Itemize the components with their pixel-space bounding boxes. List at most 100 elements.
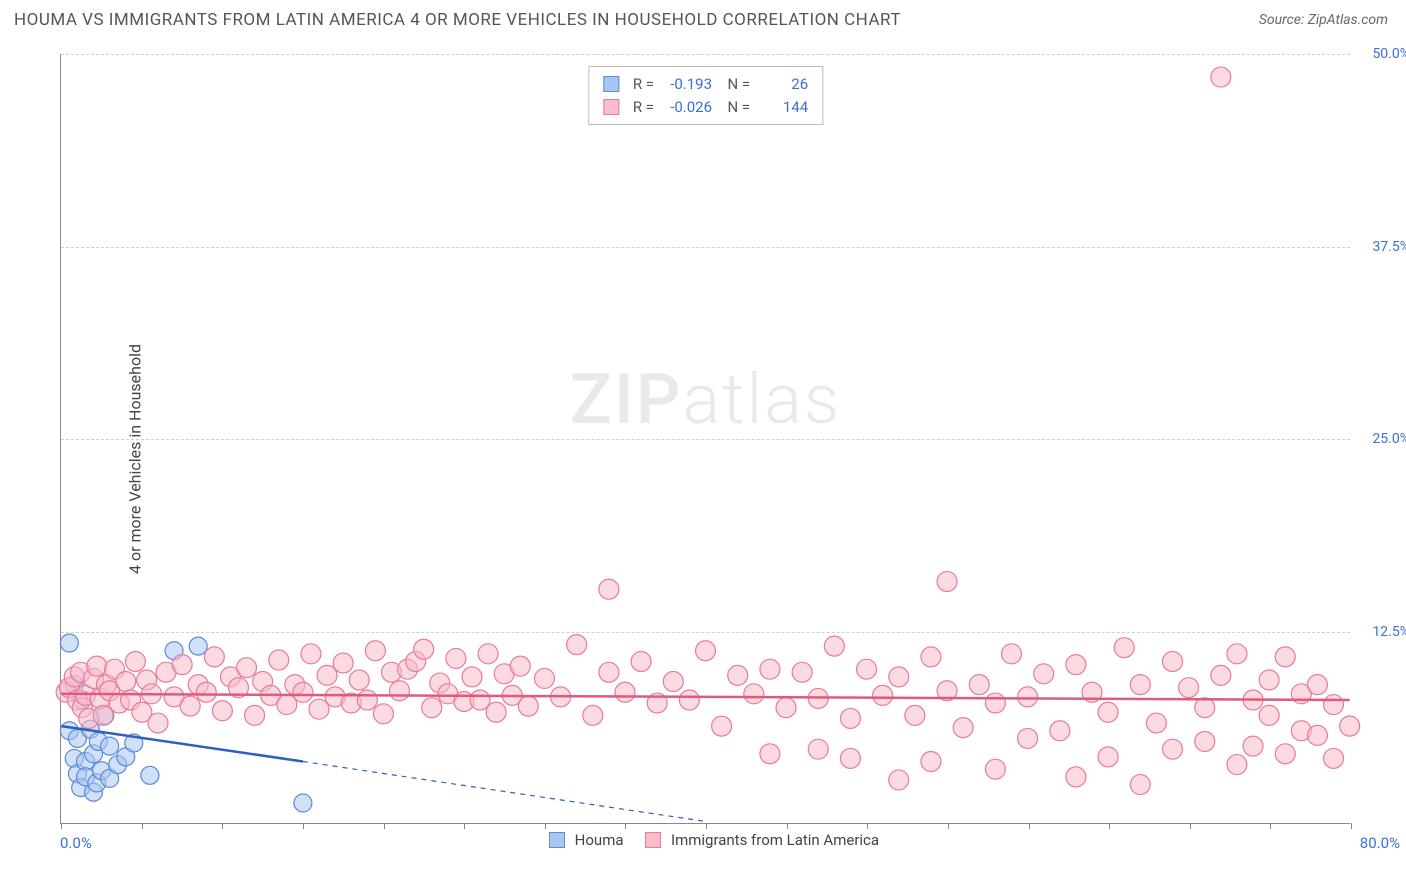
data-point (1130, 775, 1150, 795)
data-point (985, 759, 1005, 779)
data-point (679, 690, 699, 710)
bottom-label-immigrants: Immigrants from Latin America (671, 831, 879, 849)
data-point (1324, 695, 1344, 715)
data-point (196, 682, 216, 702)
data-point (1179, 678, 1199, 698)
plot-area: ZIPatlas R = -0.193 N = 26 R = -0.026 N … (60, 54, 1350, 824)
data-point (293, 682, 313, 702)
data-point (712, 716, 732, 736)
data-point (631, 652, 651, 672)
data-point (969, 675, 989, 695)
data-point (518, 696, 538, 716)
chart-title: HOUMA VS IMMIGRANTS FROM LATIN AMERICA 4… (14, 10, 901, 30)
data-point (1227, 644, 1247, 664)
data-point (478, 644, 498, 664)
legend-swatch-houma (603, 76, 619, 92)
x-max-label: 80.0% (1360, 834, 1400, 852)
data-point (1098, 702, 1118, 722)
data-point (1227, 755, 1247, 775)
data-point (1018, 687, 1038, 707)
data-point (1195, 698, 1215, 718)
data-point (87, 656, 107, 676)
data-point (294, 794, 312, 812)
data-point (840, 708, 860, 728)
y-tick-label: 37.5% (1372, 239, 1406, 255)
data-point (1275, 647, 1295, 667)
data-point (1340, 716, 1360, 736)
data-point (1275, 744, 1295, 764)
data-point (237, 658, 257, 678)
data-point (1163, 739, 1183, 759)
data-point (873, 685, 893, 705)
data-point (663, 672, 683, 692)
data-point (414, 639, 434, 659)
data-point (333, 653, 353, 673)
data-point (1098, 747, 1118, 767)
data-point (857, 659, 877, 679)
data-point (1001, 644, 1021, 664)
data-point (567, 635, 587, 655)
chart-container: 4 or more Vehicles in Household ZIPatlas… (30, 44, 1390, 874)
data-point (599, 579, 619, 599)
data-point (1259, 670, 1279, 690)
data-point (792, 662, 812, 682)
data-point (1034, 664, 1054, 684)
data-point (905, 705, 925, 725)
data-point (269, 650, 289, 670)
data-point (349, 670, 369, 690)
data-point (1211, 67, 1231, 87)
data-point (212, 701, 232, 721)
data-point (189, 637, 207, 655)
data-point (148, 713, 168, 733)
data-point (1130, 675, 1150, 695)
data-point (60, 634, 78, 652)
data-point (1195, 731, 1215, 751)
data-point (422, 698, 442, 718)
chart-header: HOUMA VS IMMIGRANTS FROM LATIN AMERICA 4… (0, 0, 1406, 36)
data-point (599, 662, 619, 682)
bottom-swatch-immigrants (645, 832, 661, 848)
data-point (808, 739, 828, 759)
data-point (1243, 736, 1263, 756)
bottom-label-houma: Houma (575, 831, 624, 849)
y-tick-label: 25.0% (1372, 431, 1406, 447)
data-point (1114, 638, 1134, 658)
data-point (204, 647, 224, 667)
legend-row-immigrants: R = -0.026 N = 144 (603, 96, 808, 119)
data-point (921, 751, 941, 771)
trend-line-extrapolated (303, 761, 706, 821)
correlation-legend: R = -0.193 N = 26 R = -0.026 N = 144 (588, 66, 823, 125)
data-point (301, 644, 321, 664)
data-point (357, 690, 377, 710)
trend-line (61, 694, 1349, 700)
data-point (365, 641, 385, 661)
data-point (446, 648, 466, 668)
data-point (583, 705, 603, 725)
legend-row-houma: R = -0.193 N = 26 (603, 73, 808, 96)
data-point (1146, 713, 1166, 733)
chart-source: Source: ZipAtlas.com (1259, 12, 1388, 28)
data-point (462, 667, 482, 687)
data-point (953, 718, 973, 738)
data-point (744, 684, 764, 704)
data-point (985, 693, 1005, 713)
bottom-swatch-houma (549, 832, 565, 848)
data-point (1018, 728, 1038, 748)
data-point (937, 572, 957, 592)
y-tick-label: 12.5% (1372, 624, 1406, 640)
data-point (1163, 652, 1183, 672)
data-point (824, 636, 844, 656)
data-point (728, 665, 748, 685)
data-point (245, 705, 265, 725)
data-point (390, 681, 410, 701)
data-point (840, 748, 860, 768)
data-point (1211, 665, 1231, 685)
data-point (172, 655, 192, 675)
data-point (141, 766, 159, 784)
data-point (373, 704, 393, 724)
data-point (889, 667, 909, 687)
data-point (889, 770, 909, 790)
data-point (534, 668, 554, 688)
data-point (760, 659, 780, 679)
data-point (921, 647, 941, 667)
